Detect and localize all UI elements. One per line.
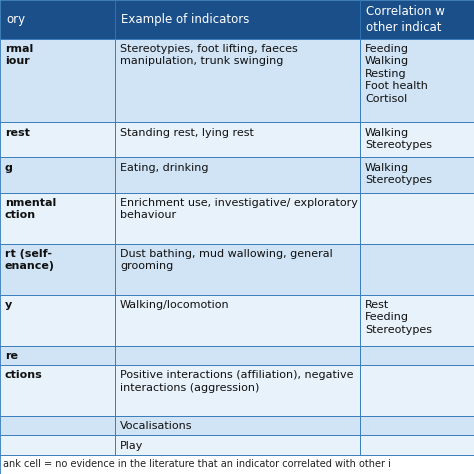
Text: Play: Play <box>120 440 143 451</box>
Text: Dust bathing, mud wallowing, general
grooming: Dust bathing, mud wallowing, general gro… <box>120 249 333 271</box>
Text: Walking
Stereotypes: Walking Stereotypes <box>365 128 432 150</box>
Text: Enrichment use, investigative/ exploratory
behaviour: Enrichment use, investigative/ explorato… <box>120 198 358 220</box>
Text: rmal
iour: rmal iour <box>5 44 33 66</box>
Text: Walking
Stereotypes: Walking Stereotypes <box>365 163 432 185</box>
Text: ory: ory <box>6 13 25 26</box>
Bar <box>115 295 360 346</box>
Text: Eating, drinking: Eating, drinking <box>120 163 209 173</box>
Bar <box>115 365 360 416</box>
Bar <box>115 157 360 192</box>
Bar <box>115 244 360 295</box>
Text: Feeding
Walking
Resting
Foot health
Cortisol: Feeding Walking Resting Foot health Cort… <box>365 44 428 104</box>
Bar <box>360 244 474 295</box>
Text: rest: rest <box>5 128 30 137</box>
Bar <box>360 295 474 346</box>
Text: Stereotypies, foot lifting, faeces
manipulation, trunk swinging: Stereotypies, foot lifting, faeces manip… <box>120 44 298 66</box>
Bar <box>0 39 115 122</box>
Text: Walking/locomotion: Walking/locomotion <box>120 300 229 310</box>
Bar <box>0 295 115 346</box>
Bar <box>115 192 360 244</box>
Bar <box>115 416 360 435</box>
Bar <box>0 416 115 435</box>
Bar <box>0 435 115 455</box>
Bar <box>0 365 115 416</box>
Bar <box>0 192 115 244</box>
Text: re: re <box>5 351 18 361</box>
Text: Positive interactions (affiliation), negative
interactions (aggression): Positive interactions (affiliation), neg… <box>120 370 354 392</box>
Bar <box>360 346 474 365</box>
Bar <box>0 157 115 192</box>
Bar <box>360 122 474 157</box>
Bar <box>0 244 115 295</box>
Text: ctions: ctions <box>5 370 43 380</box>
Bar <box>115 122 360 157</box>
Text: y: y <box>5 300 12 310</box>
Bar <box>360 416 474 435</box>
Text: rt (self-
enance): rt (self- enance) <box>5 249 55 271</box>
Bar <box>115 0 360 39</box>
Text: nmental
ction: nmental ction <box>5 198 56 220</box>
Text: ank cell = no evidence in the literature that an indicator correlated with other: ank cell = no evidence in the literature… <box>3 459 391 469</box>
Bar <box>115 346 360 365</box>
Text: Correlation w
other indicat: Correlation w other indicat <box>366 5 445 34</box>
Bar <box>0 122 115 157</box>
Bar <box>0 455 474 474</box>
Bar <box>360 157 474 192</box>
Text: Standing rest, lying rest: Standing rest, lying rest <box>120 128 254 137</box>
Text: Vocalisations: Vocalisations <box>120 421 192 431</box>
Bar <box>115 39 360 122</box>
Bar <box>360 39 474 122</box>
Bar <box>360 435 474 455</box>
Text: Rest
Feeding
Stereotypes: Rest Feeding Stereotypes <box>365 300 432 335</box>
Bar <box>360 0 474 39</box>
Text: Example of indicators: Example of indicators <box>121 13 249 26</box>
Bar <box>360 365 474 416</box>
Text: g: g <box>5 163 13 173</box>
Bar <box>115 435 360 455</box>
Bar <box>0 0 115 39</box>
Bar <box>0 346 115 365</box>
Bar <box>360 192 474 244</box>
